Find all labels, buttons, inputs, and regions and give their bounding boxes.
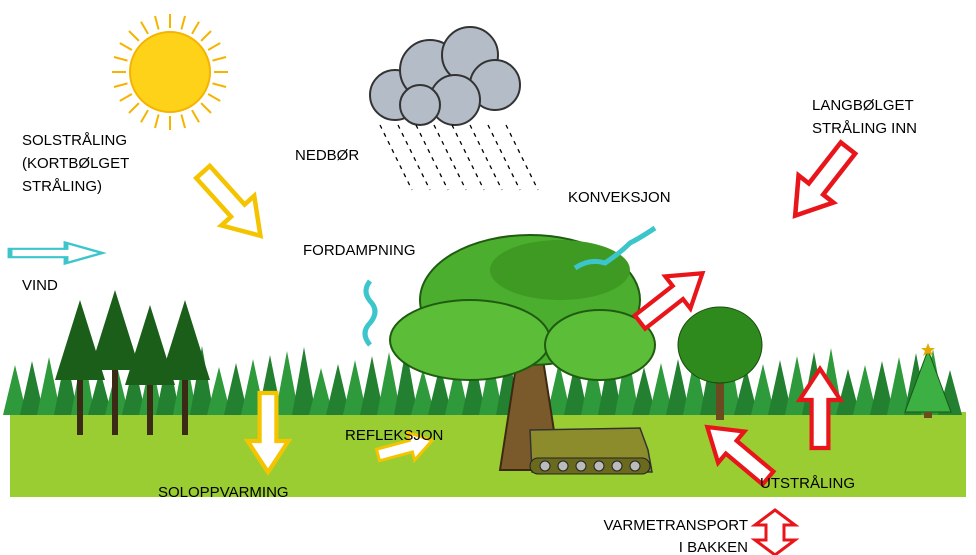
sun-ray: [201, 31, 211, 41]
label: NEDBØR: [295, 147, 359, 164]
pine: [90, 290, 140, 370]
label: STRÅLING INN: [812, 120, 917, 137]
sun-ray: [114, 57, 128, 61]
sun-ray: [155, 115, 159, 129]
sun-ray: [181, 16, 185, 30]
sun-ray: [120, 43, 132, 50]
diagram: SOLSTRÅLING (KORTBØLGET STRÅLING) NEDBØR…: [0, 0, 976, 555]
sun-ray: [181, 115, 185, 129]
label: SOLOPPVARMING: [158, 484, 289, 501]
label: I BAKKEN: [679, 539, 748, 555]
sun-ray: [208, 43, 220, 50]
label: STRÅLING): [22, 178, 102, 195]
sun-ray: [192, 110, 199, 122]
longwave-arrow: [778, 134, 866, 229]
label: FORDAMPNING: [303, 242, 416, 259]
sun-ray: [129, 31, 139, 41]
label: KONVEKSJON: [568, 189, 671, 206]
sun-ray: [192, 22, 199, 34]
pine: [160, 300, 210, 380]
sun-ray: [129, 103, 139, 113]
tank: [530, 428, 652, 474]
rain-streak: [416, 125, 448, 190]
evaporation-arrow: [365, 281, 375, 345]
wind-arrow: [10, 243, 102, 263]
sun-ray: [155, 16, 159, 30]
sun-ray: [114, 83, 128, 87]
label: LANGBØLGET: [812, 97, 914, 114]
rain-streak: [398, 125, 430, 190]
label: (KORTBØLGET: [22, 155, 129, 172]
sun: [112, 14, 228, 130]
sun-ray: [201, 103, 211, 113]
sun-ray: [213, 57, 227, 61]
rain-streak: [380, 125, 412, 190]
sun-arrow: [187, 157, 277, 250]
rain-streak: [434, 125, 466, 190]
rain-streak: [452, 125, 484, 190]
label: REFLEKSJON: [345, 427, 443, 444]
rain-streak: [506, 125, 538, 190]
label: UTSTRÅLING: [760, 475, 855, 492]
sun-ray: [120, 94, 132, 101]
sun-ray: [213, 83, 227, 87]
rain-streak: [470, 125, 502, 190]
label: SOLSTRÅLING: [22, 132, 127, 149]
cloud: [370, 27, 520, 125]
sun-ray: [141, 110, 148, 122]
label: VARMETRANSPORT: [604, 517, 748, 534]
label: VIND: [22, 277, 58, 294]
ground-transport-arrow: [755, 510, 795, 555]
sun-ray: [141, 22, 148, 34]
rain-streak: [488, 125, 520, 190]
sun-ray: [208, 94, 220, 101]
rain: [380, 125, 538, 190]
